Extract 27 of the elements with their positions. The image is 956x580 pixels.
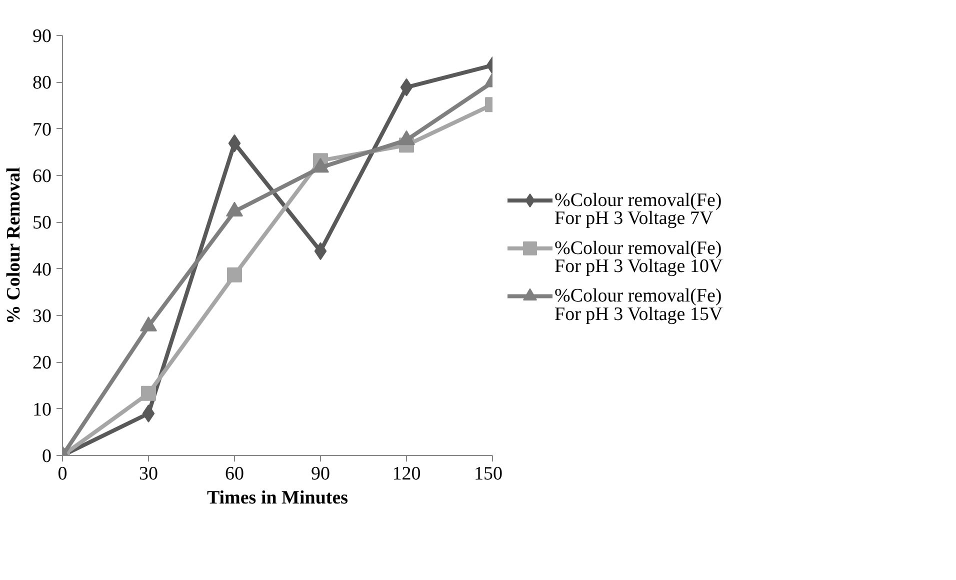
y-tick-label: 20 [32,352,52,374]
y-axis-title: % Colour Removal [4,167,24,324]
x-tick-label: 90 [311,464,330,484]
x-tick-label: 30 [139,464,158,484]
legend-label: %Colour removal(Fe) For pH 3 Voltage 10V [554,238,723,277]
y-tick-label: 40 [32,259,52,280]
y-tick-label: 60 [32,166,52,187]
y-tick-label: 30 [32,306,52,327]
y-tick-label: 70 [32,119,52,140]
point [142,404,155,422]
point [228,134,241,152]
x-axis-title: Times in Minutes [206,488,348,508]
y-tick-label: 50 [32,212,52,234]
point [314,242,327,260]
point [227,267,242,282]
x-tick-label: 0 [58,464,68,484]
legend-label: %Colour removal(Fe) For pH 3 Voltage 15V [554,286,723,325]
point [400,78,413,96]
y-tick-label: 80 [32,72,52,94]
x-tick-label: 60 [225,464,244,484]
x-tick-label: 120 [392,464,421,484]
y-tick-label: 90 [32,26,52,47]
y-tick-label: 10 [32,399,52,420]
legend-label: %Colour removal(Fe) For pH 3 Voltage 7V [554,190,722,230]
x-tick-label: 150 [474,464,502,484]
y-tick-label: 0 [42,446,52,467]
point [141,386,156,401]
